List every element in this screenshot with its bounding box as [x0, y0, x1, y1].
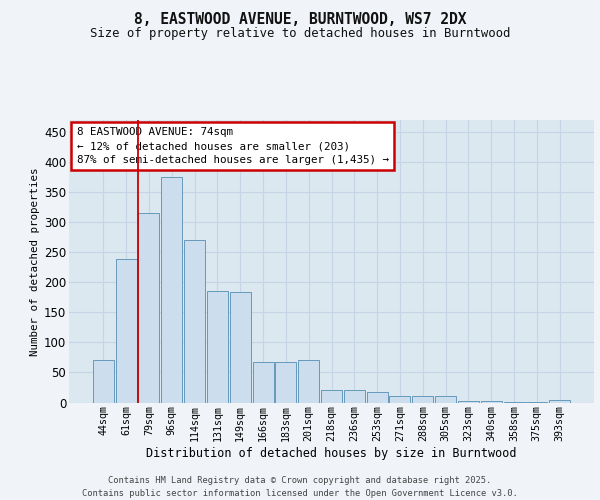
Bar	[253, 362, 274, 403]
Bar	[367, 392, 388, 402]
Bar	[435, 396, 456, 402]
Bar	[93, 360, 114, 403]
Bar	[116, 260, 137, 402]
Bar	[230, 292, 251, 403]
Text: 8 EASTWOOD AVENUE: 74sqm
← 12% of detached houses are smaller (203)
87% of semi-: 8 EASTWOOD AVENUE: 74sqm ← 12% of detach…	[77, 127, 389, 165]
Text: Contains HM Land Registry data © Crown copyright and database right 2025.
Contai: Contains HM Land Registry data © Crown c…	[82, 476, 518, 498]
Bar	[161, 177, 182, 402]
Bar	[184, 240, 205, 402]
Bar	[458, 400, 479, 402]
Text: 8, EASTWOOD AVENUE, BURNTWOOD, WS7 2DX: 8, EASTWOOD AVENUE, BURNTWOOD, WS7 2DX	[134, 12, 466, 28]
Bar	[275, 362, 296, 403]
Bar	[481, 400, 502, 402]
Bar	[298, 360, 319, 403]
Bar	[344, 390, 365, 402]
Bar	[389, 396, 410, 402]
Bar	[549, 400, 570, 402]
X-axis label: Distribution of detached houses by size in Burntwood: Distribution of detached houses by size …	[146, 447, 517, 460]
Bar	[412, 396, 433, 402]
Bar	[139, 213, 160, 402]
Bar	[207, 292, 228, 403]
Bar	[321, 390, 342, 402]
Text: Size of property relative to detached houses in Burntwood: Size of property relative to detached ho…	[90, 28, 510, 40]
Y-axis label: Number of detached properties: Number of detached properties	[30, 167, 40, 356]
